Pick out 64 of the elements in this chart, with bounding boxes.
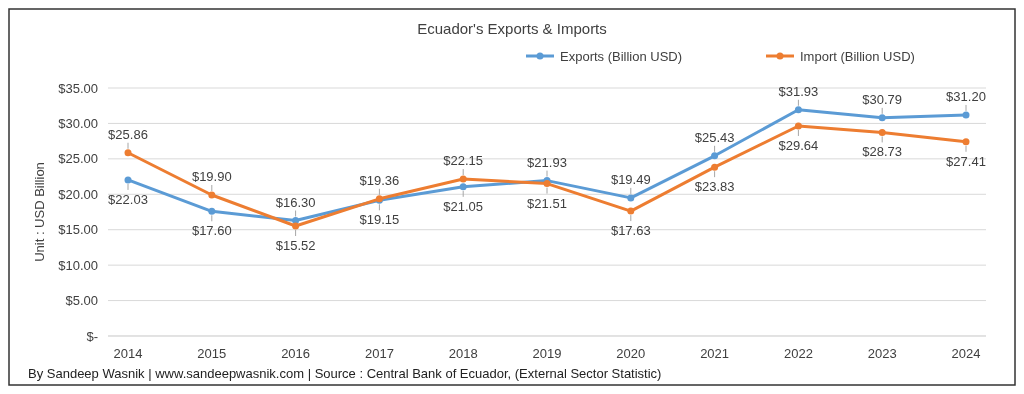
data-label: $27.41 (946, 153, 986, 169)
point (459, 183, 467, 191)
point (627, 207, 635, 215)
legend-label: Import (Billion USD) (800, 49, 915, 64)
data-label: $16.30 (275, 194, 316, 210)
data-label: $15.52 (275, 238, 316, 254)
data-label: $19.90 (191, 168, 232, 184)
data-label: $17.60 (191, 223, 232, 239)
data-label: $25.43 (694, 129, 735, 145)
data-label: $30.79 (862, 91, 903, 107)
data-label: $19.15 (359, 212, 400, 228)
x-tick-label: 2017 (364, 346, 394, 361)
point (292, 217, 300, 224)
data-label: $19.36 (359, 172, 400, 188)
point (794, 106, 802, 114)
x-tick-label: 2018 (448, 346, 478, 361)
x-tick-label: 2019 (532, 346, 562, 361)
y-tick-label: $- (86, 328, 98, 344)
data-label: $21.93 (527, 154, 567, 170)
data-label: $31.20 (946, 88, 986, 104)
point (627, 194, 635, 202)
x-tick-label: 2021 (700, 346, 730, 361)
chart-title: Ecuador's Exports & Imports (417, 20, 607, 37)
data-label: $25.86 (108, 126, 148, 142)
x-tick-label: 2023 (867, 346, 897, 361)
point (208, 207, 216, 215)
y-tick-label: $30.00 (58, 115, 98, 131)
point (878, 128, 886, 136)
point (962, 111, 970, 119)
point (711, 152, 719, 160)
data-label: $17.63 (610, 223, 651, 239)
y-tick-label: $5.00 (65, 293, 98, 309)
data-label: $29.64 (778, 137, 819, 153)
x-tick-label: 2014 (113, 346, 143, 361)
point (459, 175, 467, 183)
data-label: $23.83 (694, 179, 735, 195)
y-tick-label: $35.00 (58, 80, 98, 96)
x-tick-label: 2024 (951, 346, 981, 361)
y-axis-title: Unit : USD Billion (32, 162, 47, 262)
point (711, 163, 719, 171)
point (292, 222, 300, 230)
point (962, 138, 970, 146)
text: By Sandeep Wasnik | www.sandeepwasnik.com | Source : Central Bank of Ecuador, (External Sector Statistic) (28, 366, 662, 381)
x-tick-label: 2016 (281, 346, 311, 361)
y-tick-label: $10.00 (58, 257, 98, 273)
y-tick-label: $25.00 (58, 151, 98, 167)
data-label: $19.49 (610, 171, 651, 187)
data-label: $28.73 (862, 144, 903, 160)
point (878, 114, 886, 122)
legend-label: Exports (Billion USD) (560, 49, 683, 64)
point (794, 122, 802, 130)
x-tick-label: 2020 (616, 346, 646, 361)
point (208, 191, 216, 199)
data-label: $21.05 (443, 198, 484, 214)
y-tick-label: $20.00 (58, 186, 98, 202)
data-label: $21.51 (527, 195, 567, 211)
data-label: $22.15 (443, 153, 484, 169)
point (124, 176, 132, 184)
x-tick-label: 2015 (197, 346, 227, 361)
data-label: $22.03 (108, 191, 148, 207)
data-label: $31.93 (778, 83, 819, 99)
x-tick-label: 2022 (783, 346, 813, 361)
y-tick-label: $15.00 (58, 222, 98, 238)
point (124, 149, 132, 157)
